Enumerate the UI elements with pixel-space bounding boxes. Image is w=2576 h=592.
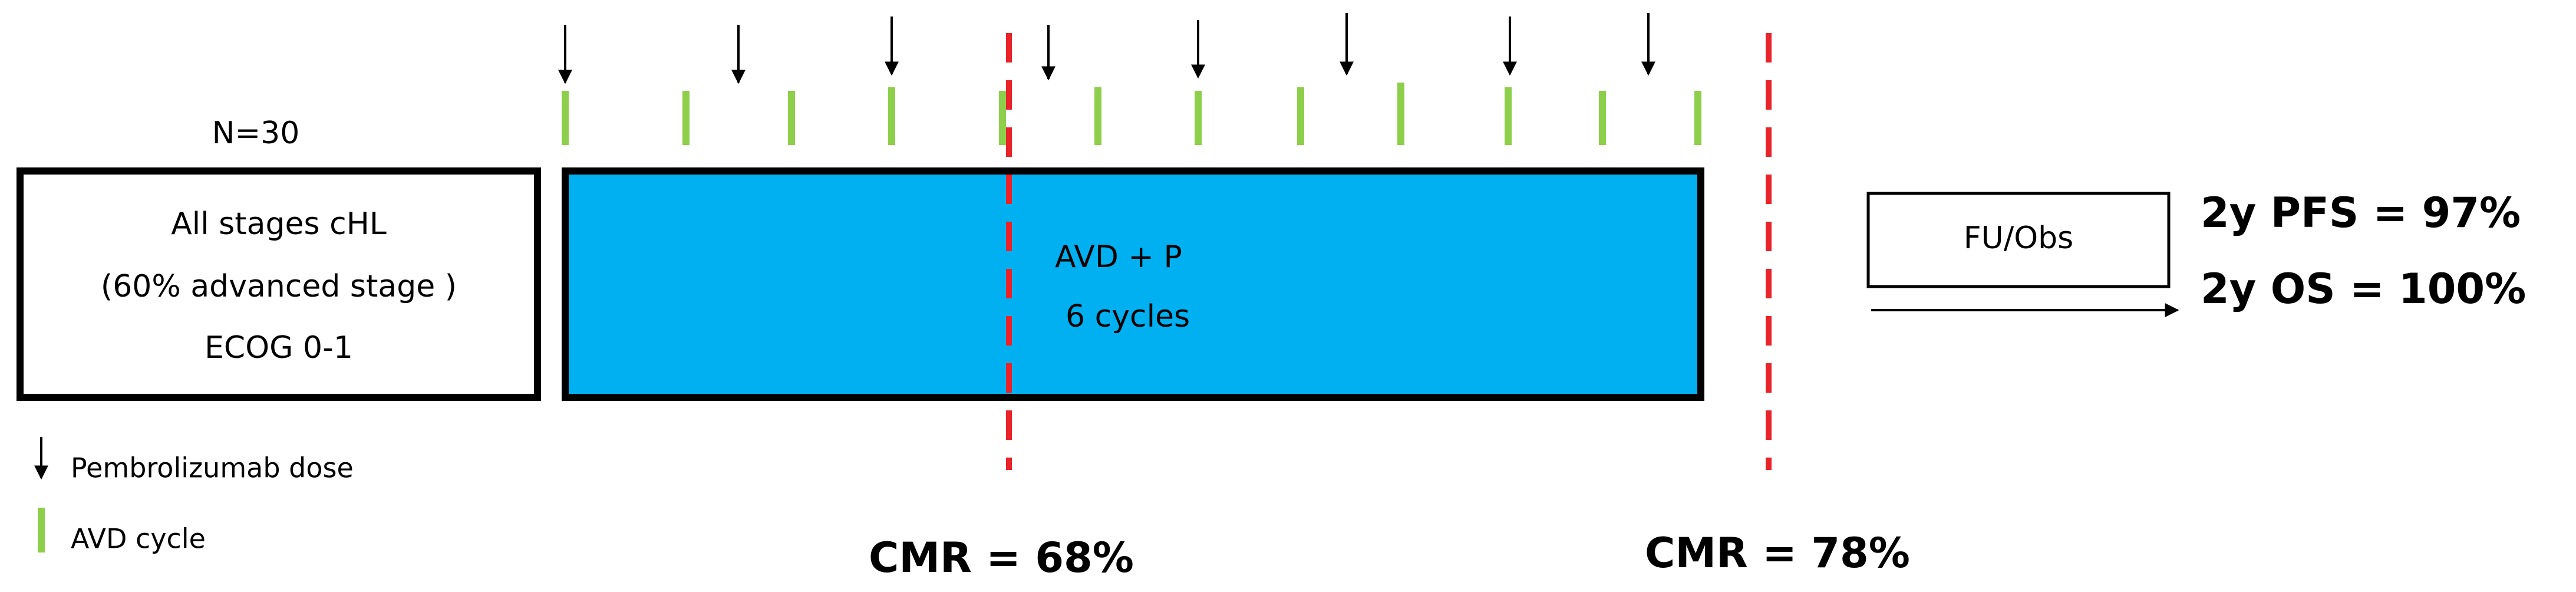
treatment-box	[562, 167, 1704, 401]
followup-box	[1866, 192, 2171, 288]
outcome: 2y PFS = 97%	[2201, 189, 2521, 237]
box-line: 6 cycles	[1066, 299, 1190, 334]
n-label: N=30	[212, 116, 300, 151]
response-label: CMR = 78%	[1645, 529, 1910, 577]
dose-arrows	[558, 13, 1655, 84]
avd-ticks	[562, 83, 1701, 145]
legend-label: AVD cycle	[71, 523, 206, 555]
box-line: (60% advanced stage )	[101, 269, 457, 304]
response-label: CMR = 68%	[869, 534, 1134, 582]
followup-label: FU/Obs	[1964, 221, 2074, 256]
box-line: ECOG 0-1	[205, 330, 353, 366]
legend-label: Pembrolizumab dose	[71, 452, 354, 484]
box-line: All stages cHL	[171, 206, 387, 242]
box-line: AVD + P	[1055, 239, 1182, 275]
population-box	[17, 167, 541, 401]
outcome: 2y OS = 100%	[2201, 265, 2526, 313]
